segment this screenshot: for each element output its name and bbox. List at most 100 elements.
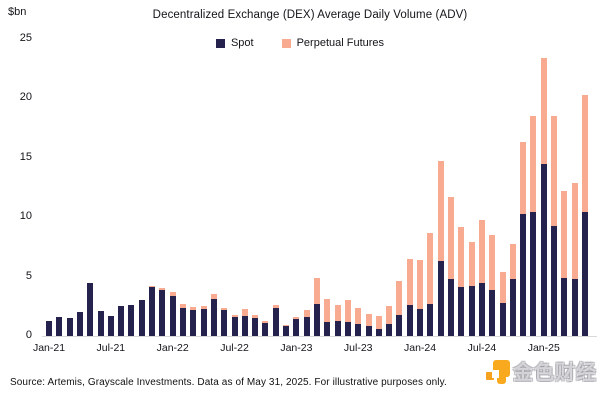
perpetual-futures-segment — [478, 220, 485, 283]
spot-segment — [509, 278, 516, 336]
perpetual-futures-segment — [180, 303, 186, 308]
spot-segment — [540, 163, 547, 336]
bar-jul-21 — [107, 316, 114, 336]
perpetual-futures-segment — [458, 226, 465, 288]
perpetual-futures-segment — [437, 161, 444, 262]
golden-finance-logo-icon — [485, 359, 512, 387]
spot-segment — [386, 324, 393, 336]
x-tick-label: Jan-21 — [32, 342, 66, 354]
spot-segment — [200, 309, 207, 336]
spot-segment — [334, 320, 341, 336]
spot-segment — [551, 225, 558, 336]
spot-segment — [180, 307, 186, 336]
bar-dec-23 — [406, 259, 413, 336]
perpetual-futures-segment — [252, 314, 259, 319]
y-tick-label: 20 — [19, 91, 32, 104]
watermark: 金色财经 — [485, 359, 597, 387]
bar-apr-23 — [324, 299, 331, 336]
bar-sep-21 — [128, 305, 135, 336]
perpetual-futures-segment — [561, 191, 568, 278]
perpetual-futures-segment — [169, 292, 176, 296]
legend-label-spot: Spot — [230, 37, 254, 49]
legend-label-perpetual-futures: Perpetual Futures — [296, 37, 385, 49]
spot-segment — [437, 261, 444, 336]
spot-segment — [499, 302, 506, 336]
spot-segment — [427, 303, 434, 336]
spot-segment — [458, 287, 465, 336]
y-tick-label: 0 — [25, 329, 32, 341]
x-tick-label: Jan-24 — [404, 342, 437, 354]
perpetual-futures-segment — [427, 232, 434, 304]
perpetual-futures-segment — [571, 182, 578, 279]
spot-segment — [478, 282, 485, 336]
bar-mar-24 — [437, 161, 444, 336]
perpetual-futures-segment — [283, 324, 290, 326]
legend-item-perpetual-futures: Perpetual Futures — [281, 37, 385, 49]
y-tick-label: 15 — [19, 150, 32, 163]
perpetual-futures-segment — [303, 309, 310, 317]
perpetual-futures-segment — [551, 116, 558, 226]
spot-segment — [169, 295, 176, 336]
bar-nov-24 — [520, 142, 527, 336]
spot-segment — [314, 303, 320, 336]
bar-nov-22 — [272, 305, 279, 336]
spot-segment — [118, 306, 125, 336]
spot-segment — [396, 314, 403, 336]
bar-aug-22 — [241, 309, 248, 336]
bar-sep-22 — [252, 314, 259, 336]
bar-apr-25 — [571, 182, 578, 336]
bar-jun-21 — [97, 311, 104, 336]
legend-item-spot: Spot — [215, 37, 254, 49]
x-tick-label: Jul-24 — [467, 342, 497, 354]
spot-segment — [355, 323, 362, 336]
bar-sep-23 — [375, 316, 382, 336]
perpetual-futures-segment — [375, 316, 382, 330]
spot-segment — [293, 319, 300, 336]
bar-may-21 — [87, 282, 94, 336]
perpetual-futures-segment — [396, 280, 403, 315]
x-tick-label: Jul-21 — [96, 342, 126, 354]
spot-segment — [149, 287, 156, 336]
perpetual-futures-segment — [406, 259, 413, 306]
bar-oct-24 — [509, 243, 516, 336]
x-tick-label: Jul-22 — [220, 342, 249, 354]
bar-oct-21 — [138, 300, 145, 336]
bar-apr-22 — [200, 306, 207, 336]
spot-segment — [489, 290, 496, 336]
spot-segment — [324, 321, 331, 336]
spot-segment — [97, 311, 104, 336]
perpetual-futures-segment — [334, 304, 341, 321]
spot-segment — [87, 282, 94, 336]
perpetual-futures-segment — [417, 259, 424, 309]
spot-segment — [76, 312, 83, 336]
spot-segment — [344, 321, 351, 336]
spot-segment — [530, 212, 537, 336]
spot-segment — [138, 300, 145, 336]
spot-segment — [303, 317, 310, 336]
perpetual-futures-segment — [365, 314, 372, 326]
spot-segment — [252, 318, 259, 336]
perpetual-futures-segment — [149, 286, 156, 288]
bar-aug-21 — [118, 306, 125, 336]
watermark-text: 金色财经 — [513, 362, 597, 384]
x-axis-baseline — [42, 336, 597, 337]
x-tick-label: Jan-22 — [156, 342, 189, 354]
perpetual-futures-segment — [386, 305, 393, 325]
chart-legend: Spot Perpetual Futures — [0, 37, 600, 49]
spot-segment — [66, 317, 73, 336]
source-text: Source: Artemis, Grayscale Investments. … — [10, 377, 447, 388]
spot-segment — [190, 309, 197, 336]
x-tick-label: Jul-23 — [343, 342, 373, 354]
bar-aug-23 — [365, 314, 372, 336]
bar-oct-22 — [262, 321, 269, 336]
spot-segment — [582, 212, 588, 336]
bar-jun-23 — [344, 300, 351, 336]
bar-may-22 — [210, 294, 217, 336]
bar-may-24 — [458, 226, 465, 336]
perpetual-futures-segment — [314, 277, 320, 304]
perpetual-futures-segment — [241, 309, 248, 316]
spot-segment — [159, 289, 166, 336]
bar-jan-22 — [169, 292, 176, 336]
bar-oct-23 — [386, 305, 393, 336]
